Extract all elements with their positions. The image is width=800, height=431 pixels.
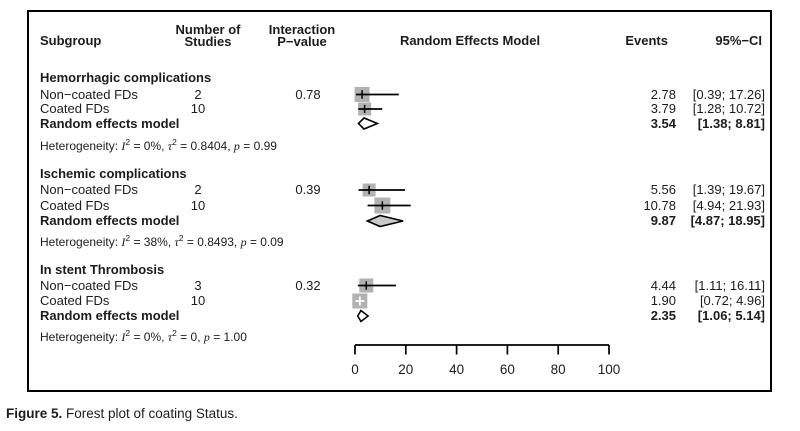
events-value: 10.78 xyxy=(643,197,676,213)
summary-label: Random effects model xyxy=(40,115,180,131)
studies-header-line1: Number of xyxy=(175,22,241,37)
heterogeneity-note: Heterogeneity: I2 = 38%, τ2 = 0.8493, p … xyxy=(40,233,284,249)
ci-value: [1.28; 10.72] xyxy=(692,101,765,116)
pvalue-header-line1: Interaction xyxy=(268,22,336,37)
model-header: Random Effects Model xyxy=(399,33,541,48)
study-count: 10 xyxy=(190,197,206,213)
study-row-label: Non−coated FDs xyxy=(40,182,138,197)
figure-caption-text: Forest plot of coating Status. xyxy=(62,406,238,421)
summary-ci: [1.06; 5.14] xyxy=(697,308,765,323)
events-value: 5.56 xyxy=(650,182,676,197)
interaction-pvalue: 0.32 xyxy=(295,277,321,293)
study-row-label: Coated FDs xyxy=(40,293,110,308)
study-row-label: Coated FDs xyxy=(40,197,110,213)
study-count: 3 xyxy=(194,277,202,293)
summary-events: 9.87 xyxy=(650,213,676,228)
group-title: In stent Thrombosis xyxy=(40,262,165,277)
group-title: Ischemic complications xyxy=(40,166,187,181)
ci-value: [1.39; 19.67] xyxy=(692,182,765,197)
study-row-label: Coated FDs xyxy=(40,101,110,116)
summary-label: Random effects model xyxy=(40,213,180,228)
heterogeneity-note: Heterogeneity: I2 = 0%, τ2 = 0.8404, p =… xyxy=(40,137,277,153)
ci-header: 95%−CI xyxy=(715,33,762,48)
ci-value: [0.39; 17.26] xyxy=(692,86,765,102)
interaction-pvalue: 0.78 xyxy=(295,86,321,102)
summary-ci: [1.38; 8.81] xyxy=(697,115,765,131)
interaction-pvalue: 0.39 xyxy=(295,182,321,197)
figure-caption-label: Figure 5. xyxy=(6,406,63,421)
plot-frame xyxy=(27,10,772,392)
summary-ci: [4.87; 18.95] xyxy=(690,213,765,228)
study-count: 2 xyxy=(194,182,202,197)
summary-events: 3.54 xyxy=(650,115,676,131)
heterogeneity-note: Heterogeneity: I2 = 0%, τ2 = 0, p = 1.00 xyxy=(40,328,247,344)
study-count: 10 xyxy=(190,101,206,116)
study-row-label: Non−coated FDs xyxy=(40,86,138,102)
ci-value: [1.11; 16.11] xyxy=(694,277,765,293)
events-value: 4.44 xyxy=(650,277,676,293)
study-count: 10 xyxy=(190,293,206,308)
summary-events: 2.35 xyxy=(650,308,676,323)
group-title: Hemorrhagic complications xyxy=(40,70,212,85)
ci-value: [0.72; 4.96] xyxy=(699,293,765,308)
study-row-label: Non−coated FDs xyxy=(40,277,138,293)
events-header: Events xyxy=(625,33,668,48)
events-value: 2.78 xyxy=(650,86,676,102)
studies-header-line2: Studies xyxy=(184,34,232,49)
summary-label: Random effects model xyxy=(40,308,180,323)
figure-caption: Figure 5. Forest plot of coating Status. xyxy=(6,406,238,421)
events-value: 1.90 xyxy=(650,293,676,308)
subgroup-header: Subgroup xyxy=(40,33,102,48)
study-count: 2 xyxy=(194,86,202,102)
ci-value: [4.94; 21.93] xyxy=(692,197,765,213)
events-value: 3.79 xyxy=(650,101,676,116)
pvalue-header-line2: P−value xyxy=(277,34,327,49)
